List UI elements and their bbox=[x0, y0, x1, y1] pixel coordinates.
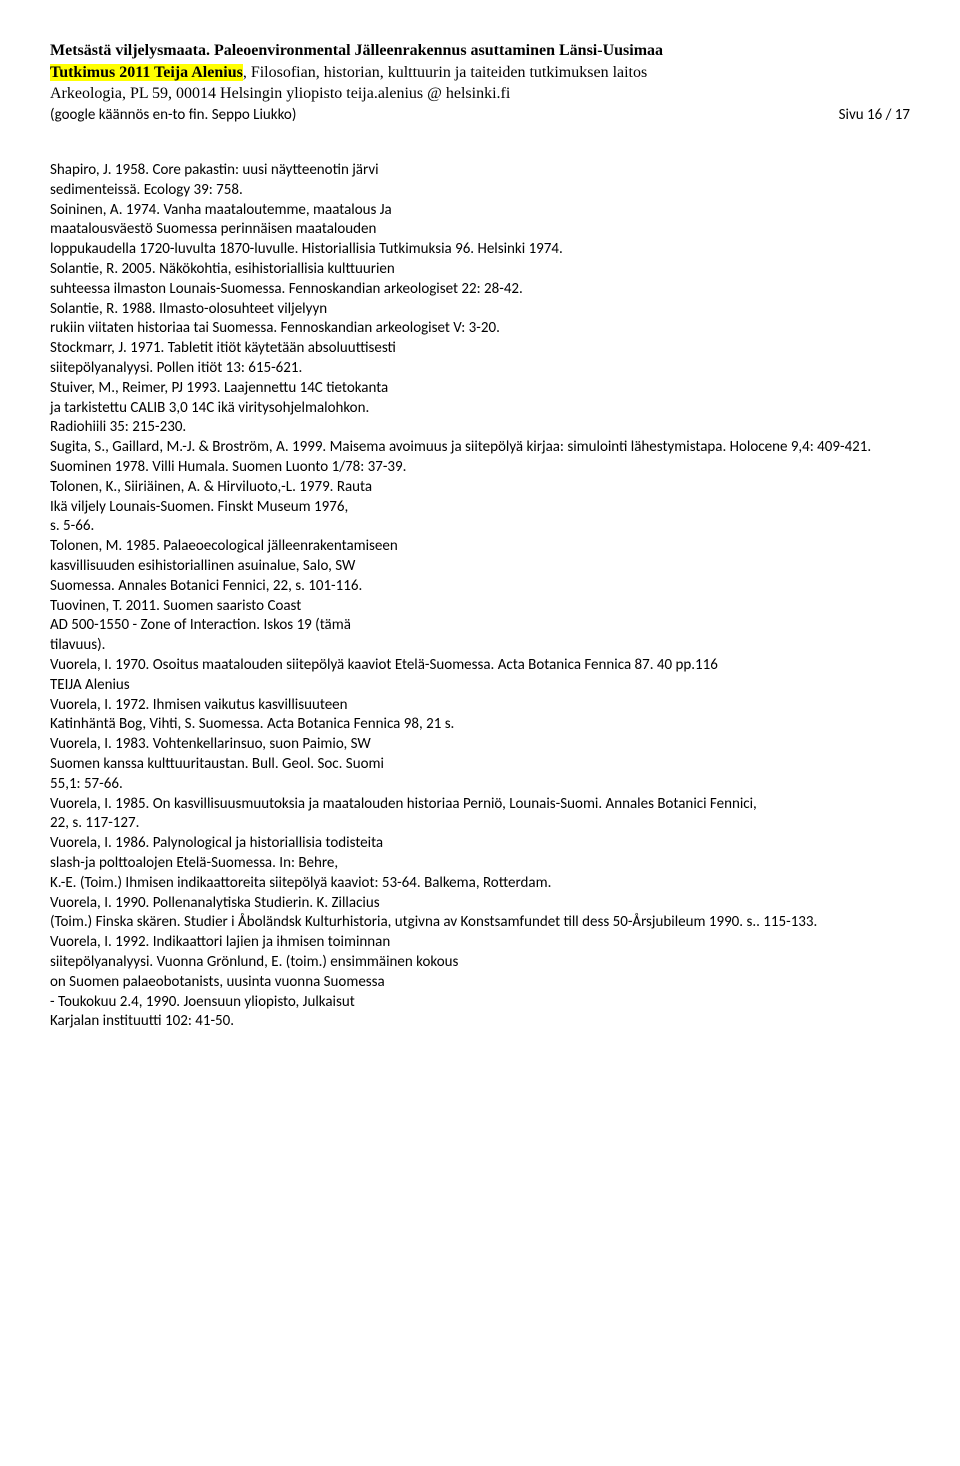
reference-line: maatalousväestö Suomessa perinnäisen maa… bbox=[50, 220, 910, 240]
reference-line: AD 500-1550 - Zone of Interaction. Iskos… bbox=[50, 616, 910, 636]
page-number: Sivu 16 / 17 bbox=[839, 105, 910, 125]
reference-line: Vuorela, I. 1992. Indikaattori lajien ja… bbox=[50, 933, 910, 953]
reference-line: kasvillisuuden esihistoriallinen asuinal… bbox=[50, 557, 910, 577]
reference-line: Solantie, R. 2005. Näkökohtia, esihistor… bbox=[50, 260, 910, 280]
reference-line: slash-ja polttoalojen Etelä-Suomessa. In… bbox=[50, 854, 910, 874]
reference-line: Sugita, S., Gaillard, M.-J. & Broström, … bbox=[50, 438, 910, 458]
reference-line: Soininen, A. 1974. Vanha maataloutemme, … bbox=[50, 201, 910, 221]
reference-line: Vuorela, I. 1970. Osoitus maatalouden si… bbox=[50, 656, 910, 676]
reference-line: Ikä viljely Lounais-Suomen. Finskt Museu… bbox=[50, 498, 910, 518]
reference-line: Vuorela, I. 1990. Pollenanalytiska Studi… bbox=[50, 894, 910, 914]
reference-line: Suomessa. Annales Botanici Fennici, 22, … bbox=[50, 577, 910, 597]
header-line3: Arkeologia, PL 59, 00014 Helsingin yliop… bbox=[50, 83, 910, 105]
reference-line: Suomen kanssa kulttuuritaustan. Bull. Ge… bbox=[50, 755, 910, 775]
reference-line: Katinhäntä Bog, Vihti, S. Suomessa. Acta… bbox=[50, 715, 910, 735]
reference-line: ja tarkistettu CALIB 3,0 14C ikä viritys… bbox=[50, 399, 910, 419]
reference-line: Vuorela, I. 1986. Palynological ja histo… bbox=[50, 834, 910, 854]
header-after-highlight: , Filosofian, historian, kulttuurin ja t… bbox=[243, 64, 647, 81]
reference-line: tilavuus). bbox=[50, 636, 910, 656]
reference-line: Radiohiili 35: 215-230. bbox=[50, 418, 910, 438]
reference-line: Vuorela, I. 1972. Ihmisen vaikutus kasvi… bbox=[50, 696, 910, 716]
reference-line: Karjalan instituutti 102: 41-50. bbox=[50, 1012, 910, 1032]
reference-line: 22, s. 117-127. bbox=[50, 814, 910, 834]
reference-line: Suominen 1978. Villi Humala. Suomen Luon… bbox=[50, 458, 910, 478]
reference-line: Vuorela, I. 1985. On kasvillisuusmuutoks… bbox=[50, 795, 910, 815]
reference-line: 55,1: 57-66. bbox=[50, 775, 910, 795]
reference-line: suhteessa ilmaston Lounais-Suomessa. Fen… bbox=[50, 280, 910, 300]
reference-line: Tolonen, K., Siiriäinen, A. & Hirviluoto… bbox=[50, 478, 910, 498]
reference-line: Vuorela, I. 1983. Vohtenkellarinsuo, suo… bbox=[50, 735, 910, 755]
reference-line: Tuovinen, T. 2011. Suomen saaristo Coast bbox=[50, 597, 910, 617]
reference-line: TEIJA Alenius bbox=[50, 676, 910, 696]
reference-line: rukiin viitaten historiaa tai Suomessa. … bbox=[50, 319, 910, 339]
translator-note: (google käännös en-to fin. Seppo Liukko) bbox=[50, 105, 296, 125]
reference-line: K.-E. (Toim.) Ihmisen indikaattoreita si… bbox=[50, 874, 910, 894]
header-line2: Tutkimus 2011 Teija Alenius, Filosofian,… bbox=[50, 62, 910, 84]
references-body: Shapiro, J. 1958. Core pakastin: uusi nä… bbox=[50, 161, 910, 1032]
header-title: Metsästä viljelysmaata. Paleoenvironment… bbox=[50, 40, 910, 62]
reference-line: Shapiro, J. 1958. Core pakastin: uusi nä… bbox=[50, 161, 910, 181]
reference-line: Stockmarr, J. 1971. Tabletit itiöt käyte… bbox=[50, 339, 910, 359]
reference-line: on Suomen palaeobotanists, uusinta vuonn… bbox=[50, 973, 910, 993]
reference-line: Stuiver, M., Reimer, PJ 1993. Laajennett… bbox=[50, 379, 910, 399]
reference-line: - Toukokuu 2.4, 1990. Joensuun yliopisto… bbox=[50, 993, 910, 1013]
highlight-text: Tutkimus 2011 Teija Alenius bbox=[50, 64, 243, 81]
reference-line: (Toim.) Finska skären. Studier i Åboländ… bbox=[50, 913, 910, 933]
reference-line: loppukaudella 1720-luvulta 1870-luvulle.… bbox=[50, 240, 910, 260]
reference-line: Solantie, R. 1988. Ilmasto-olosuhteet vi… bbox=[50, 300, 910, 320]
reference-line: siitepölyanalyysi. Pollen itiöt 13: 615-… bbox=[50, 359, 910, 379]
reference-line: siitepölyanalyysi. Vuonna Grönlund, E. (… bbox=[50, 953, 910, 973]
reference-line: s. 5-66. bbox=[50, 517, 910, 537]
reference-line: Tolonen, M. 1985. Palaeoecological jälle… bbox=[50, 537, 910, 557]
reference-line: sedimenteissä. Ecology 39: 758. bbox=[50, 181, 910, 201]
